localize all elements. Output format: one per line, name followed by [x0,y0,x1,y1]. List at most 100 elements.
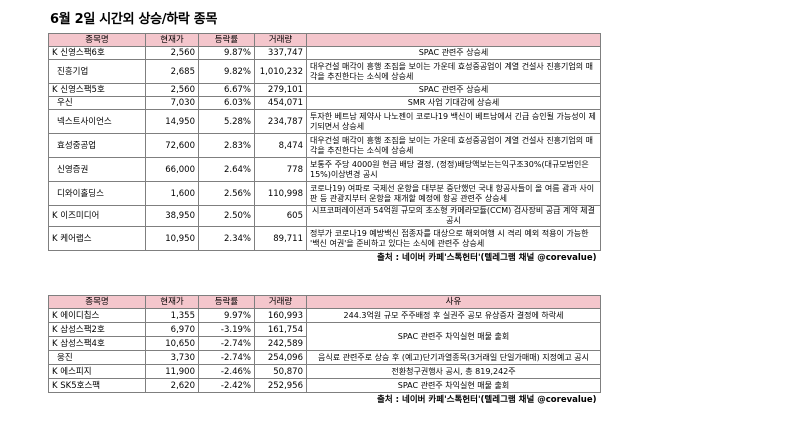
rise-table: 종목명 현재가 등락률 거래량 K 신영스팩6호 2,560 9.87% 337… [48,33,601,265]
stock-name: K 삼성스팩4호 [48,336,146,351]
header-rate: 등락률 [198,295,255,309]
stock-price: 6,970 [145,322,199,337]
table-row: 우신 7,030 6.03% 454,071 SMR 사업 기대감에 상승세 [48,96,601,110]
stock-volume: 50,870 [254,364,307,379]
stock-reason: 전환청구권행사 공시, 총 819,242주 [306,364,601,379]
header-price: 현재가 [145,33,199,47]
stock-rate: 6.03% [198,96,255,110]
stock-reason: 대우건설 매각이 흥행 조짐을 보이는 가운데 효성중공업이 계열 건설사 진흥… [306,133,601,158]
stock-volume: 337,747 [254,46,307,60]
stock-rate: 2.64% [198,157,255,182]
stock-volume: 254,096 [254,350,307,365]
table-row: K 삼성스팩2호 6,970 -3.19% 161,754 SPAC 관련주 차… [48,322,601,351]
header-price: 현재가 [145,295,199,309]
stock-reason: 정부가 코로나19 예방백신 접종자를 대상으로 해외여행 시 격리 예외 적용… [306,226,601,251]
stock-reason: 보통주 주당 4000원 현금 배당 결정, (정정)배당액보는는익구조30%(… [306,157,601,182]
stock-name: K 이즈미디어 [48,205,146,227]
stock-price: 10,950 [145,226,199,251]
stock-name: 우신 [48,96,146,110]
stock-name: K 케어랩스 [48,226,146,251]
table-row: K SK5호스팩 2,620 -2.42% 252,956 SPAC 관련주 차… [48,378,601,393]
stock-volume: 454,071 [254,96,307,110]
page-title: 6월 2일 시간외 상승/하락 종목 [50,12,218,27]
stock-volume: 89,711 [254,226,307,251]
table-row: K 신영스팩6호 2,560 9.87% 337,747 SPAC 관련주 상승… [48,46,601,60]
stock-rate: 9.97% [198,308,255,323]
stock-price: 14,950 [145,109,199,134]
table-row: K 이즈미디어 38,950 2.50% 605 시프코퍼레이션과 54억원 규… [48,205,601,227]
stock-volume: 161,754 [254,322,307,337]
stock-price: 66,000 [145,157,199,182]
stock-volume: 605 [254,205,307,227]
header-rate: 등락률 [198,33,255,47]
table-row: 진흥기업 2,685 9.82% 1,010,232 대우건설 매각이 흥행 조… [48,59,601,84]
table-row: 신영증권 66,000 2.64% 778 보통주 주당 4000원 현금 배당… [48,157,601,182]
stock-name: 신영증권 [48,157,146,182]
stock-volume: 279,101 [254,83,307,97]
stock-price: 3,730 [145,350,199,365]
stock-reason: 음식료 관련주로 상승 후 (예고)단기과열종목(3거래일 단일가매매) 지정예… [306,350,601,365]
stock-volume: 160,993 [254,308,307,323]
stock-name: K 신영스팩5호 [48,83,146,97]
stock-reason: 244.3억원 규모 주주배정 후 실권주 공모 유상증자 결정에 하락세 [306,308,601,323]
stock-volume: 110,998 [254,181,307,206]
source-row: 출처 : 네이버 카페'스톡헌터'(텔레그램 채널 @corevalue) [48,250,601,265]
table-row: 웅진 3,730 -2.74% 254,096 음식료 관련주로 상승 후 (예… [48,350,601,365]
stock-name: K 신영스팩6호 [48,46,146,60]
stock-rate: 2.56% [198,181,255,206]
header-reason: 사유 [306,295,601,309]
stock-reason: 코로나19) 여파로 국제선 운항을 대부분 중단했던 국내 항공사들이 올 여… [306,181,601,206]
stock-price: 7,030 [145,96,199,110]
stock-rate: -2.74% [198,336,255,351]
header-volume: 거래량 [254,295,307,309]
stock-reason: SPAC 관련주 상승세 [306,46,601,60]
source-row: 출처 : 네이버 카페'스톡헌터'(텔레그램 채널 @corevalue) [48,392,601,407]
stock-reason: SPAC 관련주 차익실현 매물 출회 [306,378,601,393]
stock-volume: 234,787 [254,109,307,134]
table-row: K 에스피지 11,900 -2.46% 50,870 전환청구권행사 공시, … [48,364,601,379]
stock-reason: SMR 사업 기대감에 상승세 [306,96,601,110]
table-row: K 삼성스팩4호 10,650 -2.74% 242,589 [48,336,601,351]
header-reason [306,33,601,47]
stock-price: 1,600 [145,181,199,206]
stock-name: K 에스피지 [48,364,146,379]
table-row: K 에이디칩스 1,355 9.97% 160,993 244.3억원 규모 주… [48,308,601,323]
fall-header-row: 종목명 현재가 등락률 거래량 사유 [48,295,601,309]
stock-name: 효성중공업 [48,133,146,158]
stock-reason: 시프코퍼레이션과 54억원 규모의 초소형 카메라모듈(CCM) 검사장비 공급… [306,205,601,227]
table-row: 디와이홀딩스 1,600 2.56% 110,998 코로나19) 여파로 국제… [48,181,601,206]
stock-price: 11,900 [145,364,199,379]
stock-volume: 1,010,232 [254,59,307,84]
stock-price: 2,620 [145,378,199,393]
table-row: K 신영스팩5호 2,560 6.67% 279,101 SPAC 관련주 상승… [48,83,601,97]
header-name: 종목명 [48,33,146,47]
stock-rate: 9.82% [198,59,255,84]
stock-reason: SPAC 관련주 상승세 [306,83,601,97]
stock-rate: 5.28% [198,109,255,134]
stock-name: 넥스트사이언스 [48,109,146,134]
source-note: 출처 : 네이버 카페'스톡헌터'(텔레그램 채널 @corevalue) [48,392,601,407]
stock-volume: 778 [254,157,307,182]
stock-price: 2,560 [145,83,199,97]
table-row: K 케어랩스 10,950 2.34% 89,711 정부가 코로나19 예방백… [48,226,601,251]
stock-price: 72,600 [145,133,199,158]
header-volume: 거래량 [254,33,307,47]
stock-price: 1,355 [145,308,199,323]
stock-rate: 2.34% [198,226,255,251]
stock-price: 10,650 [145,336,199,351]
stock-rate: -2.74% [198,350,255,365]
stock-rate: 2.83% [198,133,255,158]
fall-table: 종목명 현재가 등락률 거래량 사유 K 에이디칩스 1,355 9.97% 1… [48,295,601,407]
stock-reason: 대우건설 매각이 흥행 조짐을 보이는 가운데 효성중공업이 계열 건설사 진흥… [306,59,601,84]
stock-name: 디와이홀딩스 [48,181,146,206]
stock-volume: 8,474 [254,133,307,158]
stock-volume: 252,956 [254,378,307,393]
stock-name: K SK5호스팩 [48,378,146,393]
table-row: 넥스트사이언스 14,950 5.28% 234,787 투자한 베트남 제약사… [48,109,601,134]
stock-name: K 에이디칩스 [48,308,146,323]
stock-name: 웅진 [48,350,146,365]
stock-rate: -3.19% [198,322,255,337]
source-note: 출처 : 네이버 카페'스톡헌터'(텔레그램 채널 @corevalue) [48,250,601,265]
stock-rate: 2.50% [198,205,255,227]
